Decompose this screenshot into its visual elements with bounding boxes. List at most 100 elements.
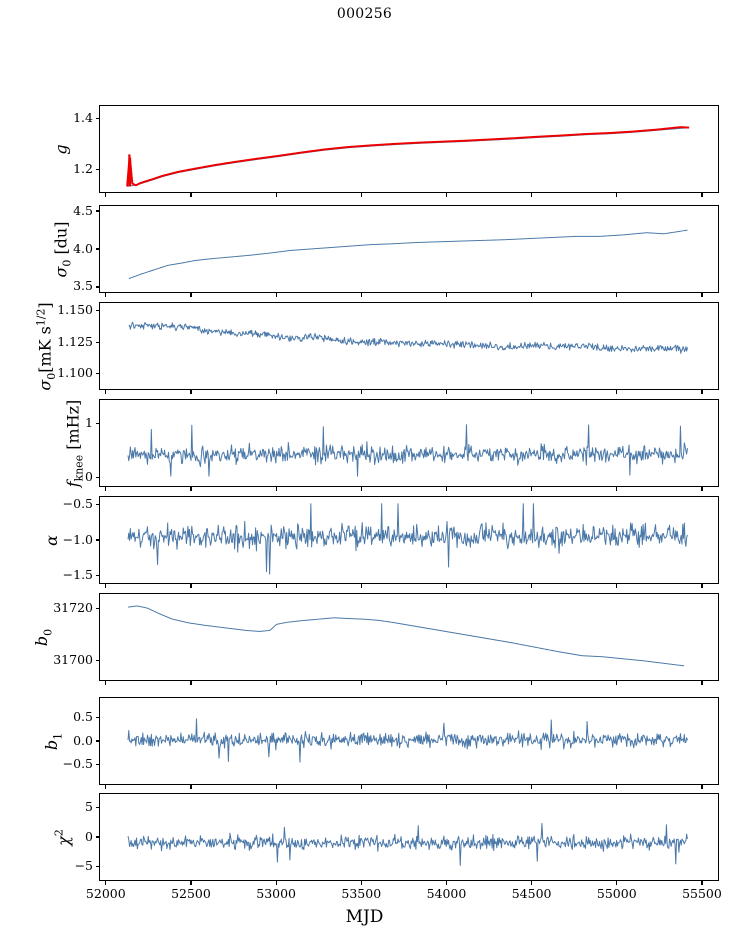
- x-tickmark: [105, 487, 107, 491]
- x-tickmark: [275, 681, 277, 685]
- y-tickmark: [95, 168, 99, 170]
- x-tickmark: [531, 785, 533, 789]
- x-tickmark: [445, 881, 448, 885]
- y-tickmark: [95, 248, 99, 250]
- y-tick-label: −0.5: [62, 755, 93, 771]
- y-tickmark: [95, 118, 99, 120]
- y-tickmark: [95, 476, 99, 478]
- x-tickmark: [105, 193, 107, 197]
- y-tickmark: [95, 607, 99, 610]
- x-tickmark: [616, 785, 618, 789]
- x-tickmark: [190, 390, 192, 394]
- x-tickmark: [531, 487, 533, 491]
- y-tick-label: 1.100: [57, 365, 93, 381]
- y-tickmark: [95, 341, 99, 343]
- x-tickmark: [445, 293, 448, 297]
- y-axis-label: σ0[mK s1/2]: [34, 301, 58, 391]
- y-tick-label: 1.2: [73, 160, 93, 176]
- x-tickmark: [531, 390, 533, 394]
- x-tickmark: [275, 487, 277, 491]
- panel-plot-area: [128, 321, 688, 354]
- x-tickmark: [701, 681, 703, 685]
- y-tick-label: 0.0: [73, 732, 93, 748]
- x-tickmark: [445, 584, 448, 588]
- x-tickmark: [445, 785, 448, 789]
- y-tick-label: −1.5: [62, 566, 93, 582]
- panel-plot-area: [127, 605, 685, 667]
- y-axis-label: g: [51, 143, 71, 155]
- x-tickmark: [275, 584, 277, 588]
- y-tickmark: [95, 422, 99, 424]
- panel-plot-area: [126, 126, 690, 187]
- panel-plot-area: [127, 424, 688, 477]
- y-tickmark: [95, 717, 99, 719]
- x-tickmark: [360, 681, 362, 685]
- panel-plot-area: [127, 503, 688, 575]
- data-line-b1: [127, 718, 688, 763]
- x-tickmark: [616, 390, 618, 394]
- x-tick-label: 54000: [426, 886, 467, 901]
- plot-panel-alpha: [99, 496, 719, 584]
- x-tick-label: 53500: [341, 886, 382, 901]
- y-tickmark: [95, 503, 99, 506]
- x-tickmark: [616, 584, 618, 588]
- panel-plot-area: [127, 718, 688, 763]
- y-tick-label: 1: [85, 414, 93, 430]
- x-tickmark: [275, 390, 277, 394]
- x-tickmark: [616, 487, 618, 491]
- x-tick-label: 52000: [85, 886, 126, 901]
- x-tickmark: [445, 390, 448, 394]
- y-tick-label: 1.125: [57, 333, 93, 349]
- x-tick-label: 52500: [171, 886, 211, 901]
- x-tickmark: [190, 584, 192, 588]
- y-tick-label: −1.0: [62, 531, 93, 547]
- x-tickmark: [531, 584, 533, 588]
- y-tick-label: 4.5: [73, 202, 93, 218]
- x-tickmark: [616, 681, 618, 685]
- x-tickmark: [360, 293, 362, 297]
- x-tickmark: [360, 390, 362, 394]
- x-tickmark: [531, 881, 533, 885]
- x-tickmark: [616, 881, 618, 885]
- y-tickmark: [95, 806, 99, 808]
- y-tickmark: [95, 310, 99, 312]
- plot-panel-chi-2: [99, 793, 719, 881]
- plot-panel-b-1: [99, 697, 719, 785]
- x-tickmark: [531, 193, 533, 197]
- y-tickmark: [95, 539, 99, 541]
- y-tick-label: 3.5: [73, 278, 93, 294]
- x-tickmark: [105, 293, 107, 297]
- x-tickmark: [701, 584, 703, 588]
- x-tickmark: [190, 785, 192, 789]
- y-tickmark: [95, 740, 99, 742]
- x-tick-label: 55000: [596, 886, 637, 901]
- y-axis-label: α: [41, 534, 61, 546]
- x-tick-label: 53000: [256, 886, 297, 901]
- panel-plot-area: [128, 229, 688, 280]
- x-tickmark: [105, 881, 107, 885]
- x-tickmark: [190, 487, 192, 491]
- x-tickmark: [701, 390, 703, 394]
- y-tickmark: [95, 836, 99, 838]
- x-tickmark: [445, 681, 448, 685]
- x-tickmark: [275, 881, 277, 885]
- y-tick-label: −0.5: [62, 496, 93, 512]
- y-tickmark: [95, 574, 99, 577]
- y-tick-label: 31720: [53, 600, 93, 616]
- y-axis-label: fknee [mHz]: [63, 399, 86, 487]
- x-tickmark: [360, 193, 362, 197]
- y-tick-label: 0: [85, 468, 93, 484]
- x-tickmark: [701, 293, 703, 297]
- y-tickmark: [95, 373, 99, 375]
- x-tickmark: [190, 193, 192, 197]
- data-line-alpha: [127, 503, 688, 575]
- y-axis-label: σ0 [du]: [51, 221, 74, 277]
- x-tickmark: [616, 293, 618, 297]
- y-tickmark: [95, 763, 99, 765]
- data-line-g-red: [126, 126, 690, 187]
- x-tickmark: [445, 487, 448, 491]
- plot-panel-b-0: [99, 593, 719, 681]
- y-tickmark: [95, 659, 99, 661]
- y-axis-label: b1: [41, 732, 64, 750]
